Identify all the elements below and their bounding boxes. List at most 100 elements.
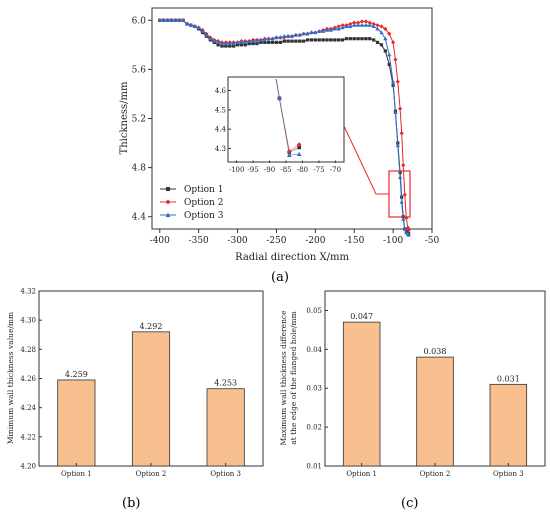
data-point-series-1 — [375, 40, 380, 44]
x-category-label: Option 2 — [136, 470, 167, 478]
square-marker-icon — [166, 187, 170, 191]
data-point-series-3 — [173, 18, 178, 22]
panel-label-c: (c) — [401, 496, 418, 511]
y-tick-label: 4.28 — [20, 346, 36, 354]
bar-value-label: 4.259 — [65, 370, 88, 379]
data-point-series-1 — [368, 37, 372, 41]
y-tick-label: 0.04 — [306, 346, 322, 354]
legend-item-option-2: Option 2 — [160, 198, 223, 208]
inset-point-series-2 — [296, 142, 302, 147]
diamond-marker-icon — [165, 199, 171, 205]
data-point-series-3 — [301, 31, 306, 36]
data-point-series-1 — [352, 37, 356, 41]
data-point-series-3 — [344, 24, 349, 29]
data-point-series-1 — [337, 38, 341, 42]
y-tick-label: 5.6 — [132, 65, 147, 75]
inset-point-series-3 — [277, 95, 282, 101]
data-point-series-3 — [227, 41, 232, 46]
y-axis-ticks-b: 4.20 4.22 4.24 4.26 4.28 4.30 4.32 — [20, 288, 42, 471]
data-point-series-3 — [352, 23, 357, 27]
data-point-series-2 — [401, 163, 406, 168]
y-tick-label: 4.24 — [20, 404, 36, 412]
data-point-series-1 — [309, 38, 314, 42]
data-point-series-3 — [157, 18, 162, 22]
data-point-series-3 — [348, 24, 353, 29]
data-point-series-2 — [391, 40, 396, 45]
triangle-marker-icon — [165, 212, 171, 217]
x-tick-label: -400 — [150, 236, 170, 246]
data-point-series-3 — [393, 110, 398, 114]
bar-value-label: 4.253 — [214, 379, 237, 388]
data-point-series-2 — [398, 106, 403, 111]
y-axis-label-c-line-1: Maximum wall thickness difference — [279, 310, 288, 446]
data-point-series-2 — [359, 19, 365, 24]
legend-item-option-3: Option 3 — [160, 211, 224, 221]
series-line-1 — [159, 19, 410, 235]
data-point-series-1 — [387, 62, 391, 67]
data-point-series-3 — [254, 39, 260, 43]
data-point-series-1 — [356, 37, 360, 41]
inset-points — [275, 78, 302, 157]
inset-y-tick-label: 4.4 — [215, 126, 227, 134]
data-point-series-2 — [352, 20, 357, 25]
bar-chart-panel-c: 0.01 0.02 0.03 0.04 0.05 0.047 Option 1 0.038 O… — [279, 290, 546, 511]
bar-value-label: 0.038 — [424, 347, 447, 356]
data-point-series-1 — [348, 37, 352, 41]
data-point-series-2 — [375, 23, 380, 28]
data-point-series-3 — [219, 41, 225, 46]
data-point-series-3 — [399, 199, 404, 204]
data-point-series-2 — [356, 20, 361, 25]
data-point-series-3 — [391, 79, 396, 84]
data-point-series-3 — [216, 40, 221, 44]
x-tick-label: -350 — [189, 236, 209, 246]
bar — [131, 331, 171, 467]
data-point-series-2 — [405, 225, 410, 230]
y-tick-label: 0.03 — [306, 385, 322, 393]
data-point-series-3 — [321, 29, 326, 33]
data-point-series-3 — [398, 175, 403, 180]
y-axis-label-b: Minimum wall thickness value/mm — [6, 312, 15, 444]
panel-label-a: (a) — [271, 270, 289, 285]
data-point-series-3 — [169, 18, 174, 22]
data-point-series-3 — [359, 23, 365, 27]
x-category-label: Option 1 — [346, 470, 377, 478]
data-point-series-1 — [313, 38, 317, 42]
data-point-series-1 — [255, 42, 259, 46]
data-point-series-3 — [223, 41, 228, 46]
bars-c: 0.047 Option 1 0.038 Option 2 0.031 Option 3 — [342, 312, 528, 478]
data-point-series-1 — [235, 43, 240, 47]
inset-point-series-1 — [297, 145, 301, 150]
data-point-series-1 — [216, 43, 220, 47]
data-point-series-3 — [212, 39, 217, 43]
data-point-series-3 — [375, 26, 380, 31]
y-tick-label: 4.20 — [20, 463, 36, 471]
inset-ticks: -100 -95 -90 -85 -80 -75 -70 4.3 4.4 4.5 4.6 — [215, 87, 341, 174]
y-tick-label: 6.0 — [132, 16, 147, 26]
y-axis-label-c-line-2: at the edge of the flanged hole/mm — [289, 311, 298, 444]
bar — [489, 383, 528, 467]
bar — [206, 388, 245, 467]
bar — [416, 356, 454, 467]
series-group — [157, 18, 411, 237]
legend: Option 1 Option 2 Option 3 — [160, 185, 224, 221]
data-point-series-3 — [406, 233, 411, 237]
bar-chart-panel-b: 4.20 4.22 4.24 4.26 4.28 4.30 4.32 4.259 Option… — [6, 288, 264, 511]
data-point-series-1 — [243, 43, 247, 47]
panel-label-b: (b) — [122, 496, 140, 511]
y-axis-ticks-c: 0.01 0.02 0.03 0.04 0.05 — [306, 307, 328, 471]
data-point-series-1 — [228, 44, 232, 48]
data-point-series-1 — [379, 43, 384, 47]
data-point-series-3 — [324, 28, 330, 32]
data-point-series-2 — [387, 31, 392, 36]
inset-point-series-2 — [286, 149, 292, 154]
inset-x-tick-label: -80 — [297, 166, 308, 174]
y-tick-label: 0.01 — [306, 463, 322, 471]
y-tick-label: 0.02 — [306, 424, 322, 432]
x-tick-label: -100 — [383, 236, 403, 246]
series-line-3 — [159, 19, 410, 236]
data-point-series-1 — [317, 38, 321, 42]
data-point-series-3 — [192, 24, 197, 29]
data-point-series-3 — [208, 36, 213, 41]
inset-x-tick-label: -95 — [247, 166, 258, 174]
